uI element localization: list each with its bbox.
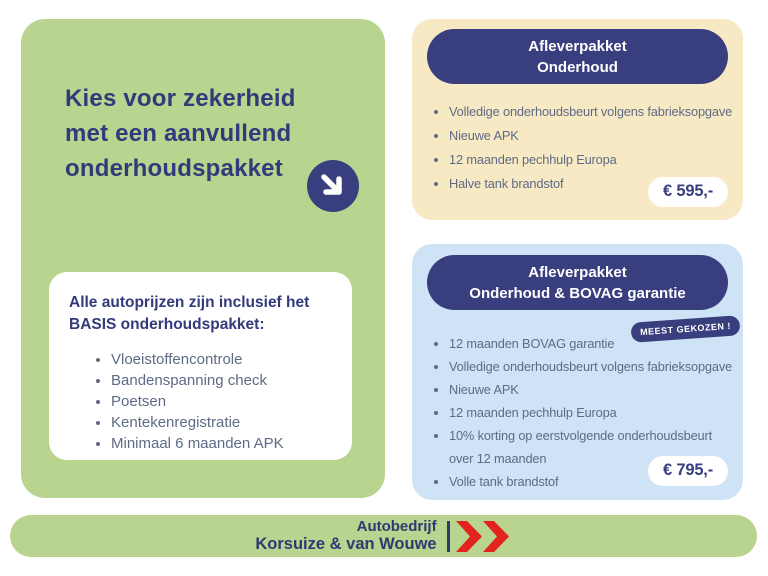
arrow-down-right-glyph bbox=[321, 174, 342, 195]
package-title-line: Afleverpakket bbox=[528, 37, 627, 55]
list-item: Volle tank brandstof bbox=[449, 470, 737, 493]
list-item: Volledige onderhoudsbeurt volgens fabrie… bbox=[449, 355, 737, 378]
list-item: 12 maanden pechhulp Europa bbox=[449, 148, 737, 172]
promo-heading-line: met een aanvullend bbox=[65, 120, 292, 147]
list-item: Volledige onderhoudsbeurt volgens fabrie… bbox=[449, 100, 737, 124]
list-item: Bandenspanning check bbox=[111, 370, 338, 391]
basis-package-title: Alle autoprijzen zijn inclusief het BASI… bbox=[69, 292, 338, 336]
list-item: 12 maanden BOVAG garantie bbox=[449, 332, 737, 355]
price-badge-onderhoud-bovag: € 795,- bbox=[648, 456, 728, 486]
list-item: 12 maanden pechhulp Europa bbox=[449, 401, 737, 424]
basis-package-box: Alle autoprijzen zijn inclusief het BASI… bbox=[49, 272, 352, 460]
logo-divider bbox=[446, 520, 450, 552]
list-item: Nieuwe APK bbox=[449, 124, 737, 148]
package-header-onderhoud: Afleverpakket Onderhoud bbox=[427, 29, 728, 84]
promo-panel: Kies voor zekerheid met een aanvullend o… bbox=[21, 19, 385, 498]
promo-heading-line: Kies voor zekerheid bbox=[65, 85, 296, 112]
company-name-line: Autobedrijf bbox=[356, 518, 437, 535]
package-title-line: Afleverpakket bbox=[528, 263, 627, 281]
promo-heading: Kies voor zekerheid met een aanvullend o… bbox=[65, 81, 296, 186]
package-feature-list: 12 maanden BOVAG garantie Volledige onde… bbox=[434, 332, 737, 493]
arrow-down-right-icon bbox=[307, 160, 359, 212]
list-item: Poetsen bbox=[111, 391, 338, 412]
package-card-onderhoud-bovag: Afleverpakket Onderhoud & BOVAG garantie… bbox=[412, 244, 743, 500]
footer-bar: Autobedrijf Korsuize & van Wouwe bbox=[10, 515, 757, 557]
basis-title-line: Alle autoprijzen zijn inclusief het bbox=[69, 294, 310, 311]
package-title-line: Onderhoud & BOVAG garantie bbox=[469, 284, 686, 302]
package-card-onderhoud: Afleverpakket Onderhoud Volledige onderh… bbox=[412, 19, 743, 220]
package-feature-list: Volledige onderhoudsbeurt volgens fabrie… bbox=[434, 100, 737, 196]
package-title-line: Onderhoud bbox=[537, 58, 618, 76]
company-name-line: Korsuize & van Wouwe bbox=[255, 535, 437, 553]
promo-heading-line: onderhoudspakket bbox=[65, 155, 283, 182]
list-item: Halve tank brandstof bbox=[449, 172, 737, 196]
price-badge-onderhoud: € 595,- bbox=[648, 177, 728, 207]
double-chevron-icon bbox=[455, 520, 509, 552]
list-item: Kentekenregistratie bbox=[111, 412, 338, 433]
package-header-onderhoud-bovag: Afleverpakket Onderhoud & BOVAG garantie bbox=[427, 255, 728, 310]
basis-title-line: BASIS onderhoudspakket: bbox=[69, 316, 265, 333]
basis-package-list: Vloeistoffencontrole Bandenspanning chec… bbox=[69, 349, 338, 454]
list-item: Vloeistoffencontrole bbox=[111, 349, 338, 370]
list-item: Nieuwe APK bbox=[449, 378, 737, 401]
list-item: 10% korting op eerstvolgende onderhoudsb… bbox=[449, 424, 721, 470]
list-item: Minimaal 6 maanden APK bbox=[111, 433, 338, 454]
company-name: Autobedrijf Korsuize & van Wouwe bbox=[255, 518, 437, 554]
